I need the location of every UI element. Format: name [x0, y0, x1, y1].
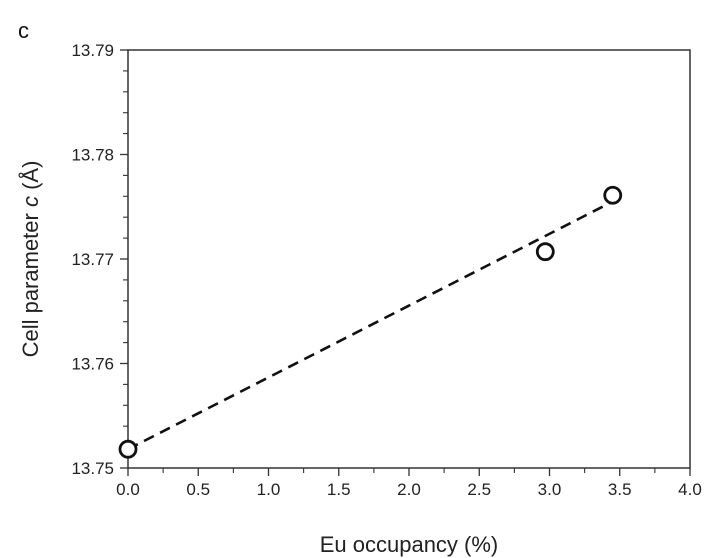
y-tick-label: 13.76 — [71, 355, 114, 374]
x-tick-label: 1.0 — [257, 480, 281, 499]
x-tick-label: 3.0 — [538, 480, 562, 499]
data-point — [118, 439, 138, 459]
data-points — [118, 185, 623, 459]
fit-line — [127, 200, 614, 451]
y-axis-title-prefix: Cell parameter — [18, 207, 43, 357]
y-tick-label: 13.78 — [71, 146, 114, 165]
data-point — [603, 185, 623, 205]
x-tick-label: 2.0 — [397, 480, 421, 499]
x-tick-label: 0.5 — [186, 480, 210, 499]
y-axis-title: Cell parameter c (Å) — [18, 161, 43, 358]
data-point — [535, 242, 555, 262]
y-axis: 13.75 13.76 13.77 13.78 13.79 — [71, 41, 128, 478]
y-tick-label: 13.75 — [71, 459, 114, 478]
x-axis: 0.0 0.5 1.0 1.5 2.0 2.5 3.0 3.5 4.0 — [116, 468, 702, 499]
panel-label: c — [18, 18, 29, 43]
x-tick-label: 3.5 — [608, 480, 632, 499]
x-axis-title: Eu occupancy (%) — [320, 532, 499, 557]
x-tick-label: 2.5 — [467, 480, 491, 499]
x-tick-label: 4.0 — [678, 480, 702, 499]
y-axis-title-variable: c — [18, 196, 43, 207]
y-tick-label: 13.77 — [71, 250, 114, 269]
y-axis-title-unit: (Å) — [18, 161, 43, 196]
y-tick-label: 13.79 — [71, 41, 114, 60]
x-tick-label: 1.5 — [327, 480, 351, 499]
x-tick-label: 0.0 — [116, 480, 140, 499]
